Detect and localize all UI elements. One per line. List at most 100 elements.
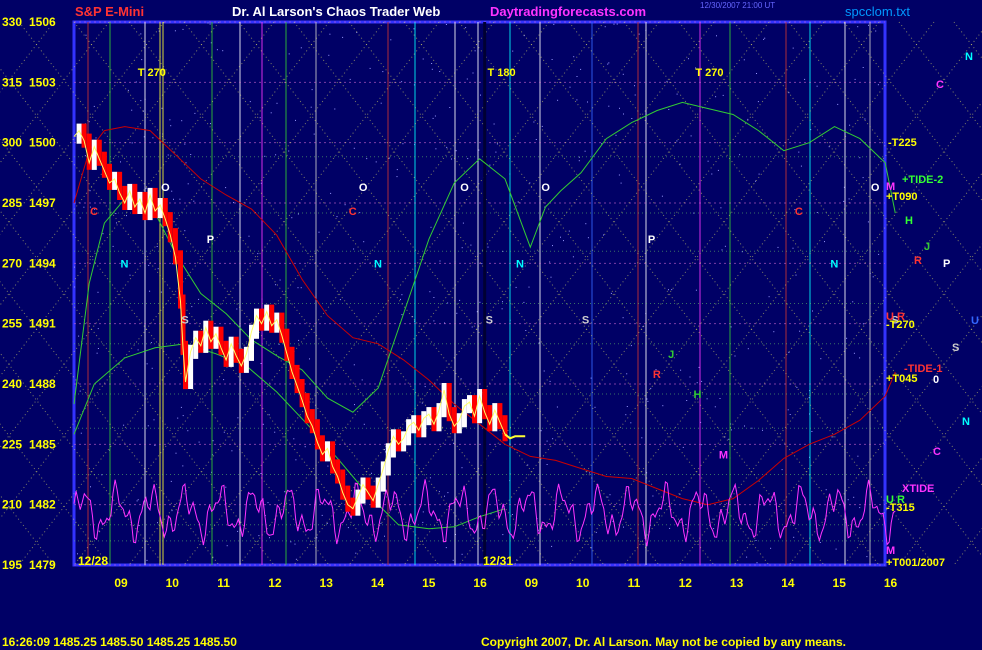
price-bar <box>223 340 229 367</box>
background-dot <box>385 451 386 453</box>
time-mark-label: T 180 <box>488 67 516 79</box>
background-dot <box>662 405 664 407</box>
time-mark-label: T 270 <box>695 67 723 79</box>
background-dot <box>309 358 310 360</box>
background-dot <box>792 47 794 49</box>
background-dot <box>788 352 790 353</box>
background-dot <box>798 151 800 153</box>
background-dot <box>300 287 302 289</box>
background-dot <box>157 522 158 524</box>
background-dot <box>180 406 182 408</box>
right-side-label: M <box>886 545 895 557</box>
background-dot <box>715 96 717 98</box>
price-bar <box>446 383 452 422</box>
background-dot <box>676 93 678 95</box>
background-dot <box>447 492 449 494</box>
background-dot <box>171 263 173 265</box>
y-axis-angle-label: 270 <box>2 256 22 270</box>
background-dot <box>552 245 553 247</box>
background-dot <box>820 358 822 360</box>
background-dot <box>476 311 478 313</box>
background-dot <box>84 155 86 157</box>
background-dot <box>631 118 633 119</box>
y-axis-price-label: 1500 <box>29 136 56 150</box>
background-dot <box>502 301 503 303</box>
lattice-line <box>128 21 550 566</box>
y-axis-price-label: 1488 <box>29 377 56 391</box>
site-url-link[interactable]: Daytradingforecasts.com <box>490 4 647 19</box>
background-dot <box>762 429 763 431</box>
background-dot <box>630 422 632 424</box>
price-bar <box>259 308 265 331</box>
y-axis-angle-label: 315 <box>2 75 22 89</box>
right-side-label: -T315 <box>886 502 915 514</box>
lattice-line <box>0 423 110 566</box>
lattice-line <box>513 21 935 566</box>
lattice-line <box>183 21 605 566</box>
planet-letter: P <box>648 234 655 246</box>
price-bar <box>411 415 417 434</box>
background-dot <box>258 535 260 537</box>
lattice-line <box>73 21 495 566</box>
background-dot <box>122 501 124 503</box>
background-dot <box>298 339 300 341</box>
background-dot <box>359 212 361 214</box>
background-dot <box>264 155 266 157</box>
background-dot <box>170 480 172 482</box>
background-dot <box>80 432 82 434</box>
background-dot <box>223 379 225 381</box>
background-dot <box>527 464 529 466</box>
background-dot <box>622 73 624 75</box>
lattice-line <box>238 21 660 566</box>
background-dot <box>137 349 139 351</box>
price-tail <box>504 433 526 440</box>
price-bar <box>330 441 336 474</box>
background-dot <box>578 160 580 162</box>
right-side-label: C <box>936 79 944 91</box>
y-axis-price-label: 1506 <box>29 15 56 29</box>
lattice-line <box>183 21 605 566</box>
price-bar <box>421 411 427 438</box>
background-dot <box>859 357 861 359</box>
session-date-label: 12/31 <box>483 554 513 568</box>
background-dot <box>831 436 833 438</box>
price-bar <box>203 320 209 353</box>
background-dot <box>187 430 189 432</box>
background-dot <box>465 27 467 29</box>
background-dot <box>868 24 869 26</box>
price-bar <box>254 308 259 339</box>
background-dot <box>763 504 765 506</box>
background-dot <box>853 352 855 354</box>
price-bar <box>178 250 183 309</box>
price-bar <box>426 407 432 426</box>
background-dot <box>711 173 713 175</box>
background-dot <box>695 289 697 291</box>
background-dot <box>212 440 214 442</box>
xtide-oscillator <box>73 479 896 547</box>
background-dot <box>210 42 212 44</box>
background-dot <box>608 105 610 107</box>
background-dot <box>77 553 78 555</box>
background-dot <box>686 400 688 401</box>
background-dot <box>808 397 810 399</box>
background-dot <box>679 163 681 165</box>
background-dot <box>88 121 90 123</box>
background-dot <box>353 248 355 250</box>
background-dot <box>824 241 825 243</box>
background-dot <box>284 491 286 493</box>
background-dot <box>402 143 404 145</box>
background-dot <box>184 230 186 232</box>
background-dot <box>462 222 464 224</box>
background-dot <box>553 23 555 25</box>
background-dot <box>649 524 651 526</box>
price-bar <box>467 395 472 414</box>
x-axis-hour-label: 14 <box>781 576 795 590</box>
tide-green-curve <box>73 101 896 413</box>
background-dot <box>552 438 554 440</box>
y-axis-angle-label: 210 <box>2 498 22 512</box>
background-dot <box>210 123 211 125</box>
price-bar <box>502 415 508 442</box>
background-dot <box>843 200 845 202</box>
right-side-label: +T090 <box>886 191 918 203</box>
